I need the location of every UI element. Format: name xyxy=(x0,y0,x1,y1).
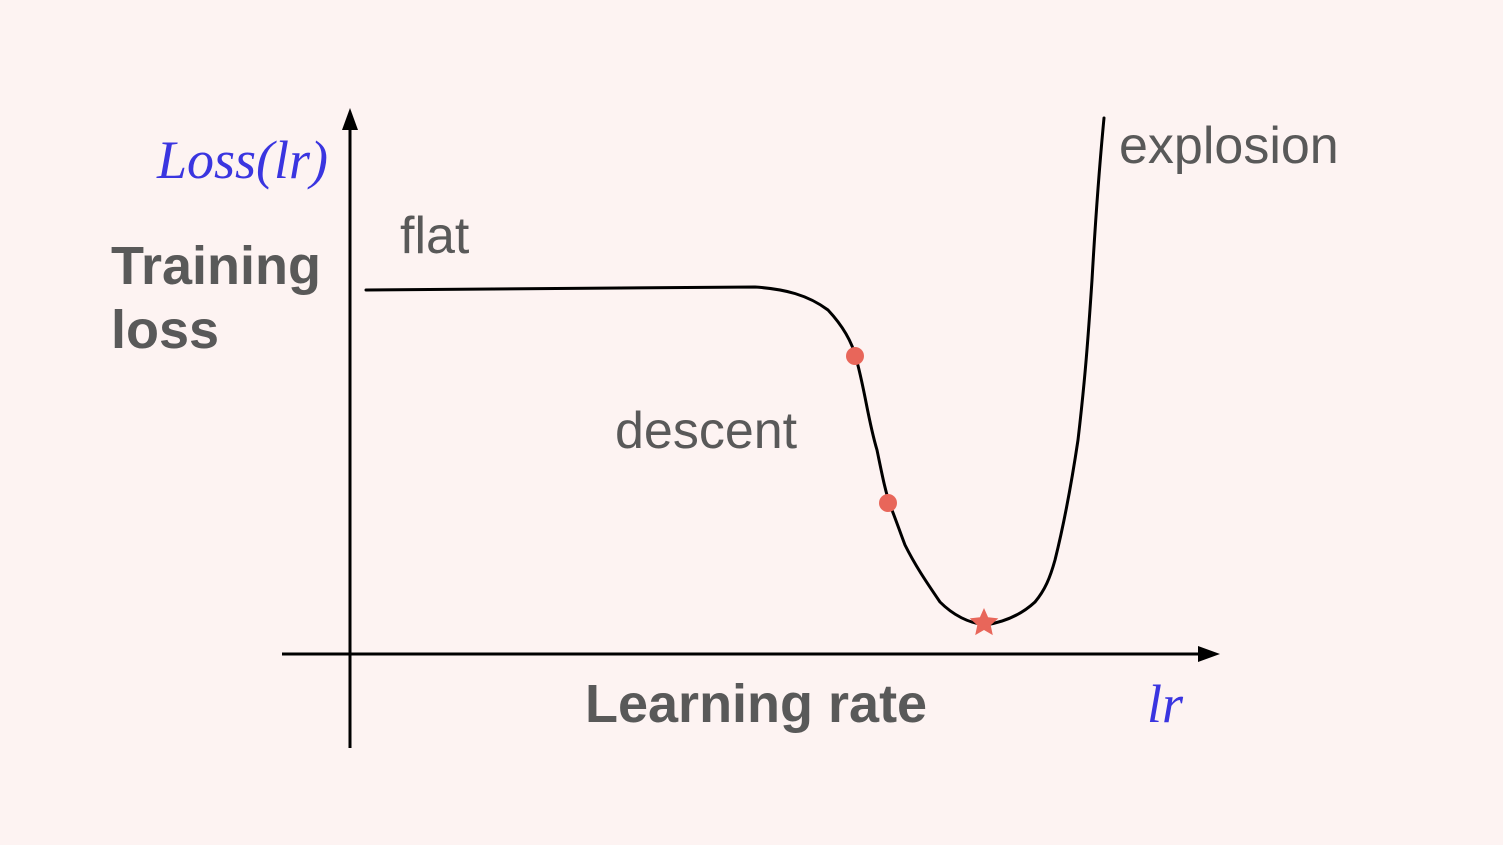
x-axis-math-label: lr xyxy=(1147,674,1184,734)
region-label-descent: descent xyxy=(615,402,798,460)
y-axis-label-line2: loss xyxy=(111,300,219,360)
region-label-flat: flat xyxy=(400,207,470,265)
x-axis-label: Learning rate xyxy=(585,674,927,734)
y-axis-label-line1: Training xyxy=(111,236,321,296)
minimum-star-icon xyxy=(970,608,999,635)
y-axis-math-label: Loss(lr) xyxy=(156,130,328,190)
x-axis-arrowhead xyxy=(1198,646,1220,662)
loss-curve xyxy=(366,118,1104,625)
marker-dot-upper xyxy=(846,347,864,365)
marker-dot-lower xyxy=(879,494,897,512)
region-label-explosion: explosion xyxy=(1119,117,1339,175)
y-axis-arrowhead xyxy=(342,108,358,130)
